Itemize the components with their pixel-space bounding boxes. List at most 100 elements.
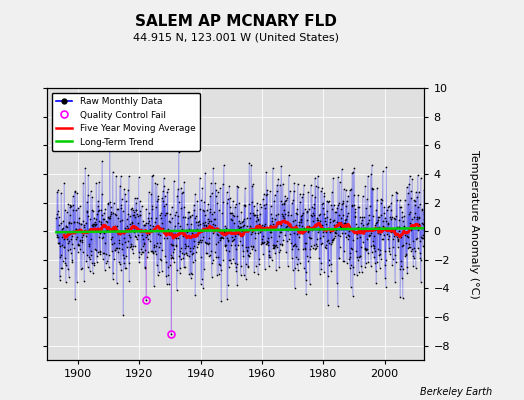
Point	[196, 206, 204, 212]
Point	[180, 264, 189, 270]
Point	[52, 215, 61, 222]
Point	[72, 226, 80, 232]
Point	[421, 223, 429, 230]
Point	[298, 210, 307, 216]
Point	[232, 212, 241, 219]
Point	[356, 253, 365, 259]
Point	[319, 200, 327, 206]
Point	[264, 263, 272, 269]
Point	[270, 197, 279, 204]
Point	[306, 254, 314, 260]
Point	[221, 223, 229, 229]
Point	[324, 237, 333, 244]
Point	[117, 267, 125, 274]
Point	[103, 224, 111, 230]
Point	[135, 254, 144, 260]
Point	[81, 164, 90, 171]
Point	[301, 206, 309, 213]
Point	[263, 237, 271, 244]
Point	[72, 236, 80, 242]
Point	[365, 231, 374, 238]
Point	[372, 206, 380, 213]
Point	[216, 185, 224, 191]
Point	[121, 265, 129, 271]
Point	[232, 264, 240, 271]
Point	[214, 254, 223, 260]
Point	[117, 201, 125, 208]
Point	[71, 188, 79, 194]
Point	[255, 261, 263, 267]
Point	[75, 246, 84, 252]
Point	[104, 201, 113, 207]
Point	[350, 165, 358, 172]
Point	[312, 240, 321, 247]
Point	[66, 204, 74, 210]
Point	[262, 192, 270, 198]
Point	[55, 222, 63, 228]
Point	[169, 231, 177, 237]
Point	[268, 215, 277, 222]
Point	[255, 256, 264, 262]
Point	[233, 261, 241, 267]
Point	[125, 278, 134, 285]
Point	[383, 230, 391, 237]
Point	[337, 224, 345, 230]
Point	[99, 256, 107, 262]
Point	[180, 264, 188, 270]
Point	[411, 210, 419, 216]
Point	[356, 225, 365, 232]
Point	[388, 192, 396, 198]
Point	[187, 221, 195, 228]
Point	[278, 180, 287, 187]
Point	[248, 229, 256, 235]
Point	[144, 214, 152, 221]
Point	[195, 174, 204, 181]
Point	[62, 209, 71, 215]
Point	[290, 242, 298, 249]
Point	[253, 214, 261, 220]
Point	[366, 203, 375, 210]
Point	[362, 246, 370, 253]
Point	[363, 236, 371, 242]
Point	[216, 267, 225, 273]
Point	[128, 207, 137, 214]
Point	[189, 259, 197, 266]
Point	[53, 234, 62, 240]
Point	[402, 184, 411, 190]
Point	[333, 202, 342, 209]
Point	[125, 232, 134, 238]
Point	[372, 279, 380, 286]
Point	[200, 219, 209, 226]
Point	[390, 216, 399, 222]
Point	[260, 191, 268, 197]
Point	[272, 212, 280, 218]
Point	[70, 219, 79, 225]
Point	[190, 243, 198, 249]
Point	[197, 280, 205, 287]
Point	[270, 244, 278, 251]
Point	[183, 243, 192, 249]
Point	[387, 207, 396, 213]
Point	[399, 223, 408, 230]
Point	[331, 233, 339, 240]
Point	[59, 244, 68, 250]
Point	[67, 250, 75, 256]
Point	[224, 238, 233, 244]
Point	[374, 229, 383, 236]
Point	[94, 203, 103, 210]
Point	[69, 202, 78, 208]
Point	[108, 168, 117, 175]
Point	[203, 240, 212, 247]
Point	[105, 215, 113, 221]
Point	[353, 272, 361, 278]
Point	[298, 194, 306, 200]
Point	[212, 241, 220, 248]
Point	[242, 261, 250, 267]
Point	[119, 230, 127, 236]
Point	[115, 245, 124, 251]
Point	[228, 238, 236, 244]
Point	[351, 213, 359, 219]
Point	[66, 201, 74, 208]
Point	[219, 235, 227, 241]
Point	[200, 198, 209, 205]
